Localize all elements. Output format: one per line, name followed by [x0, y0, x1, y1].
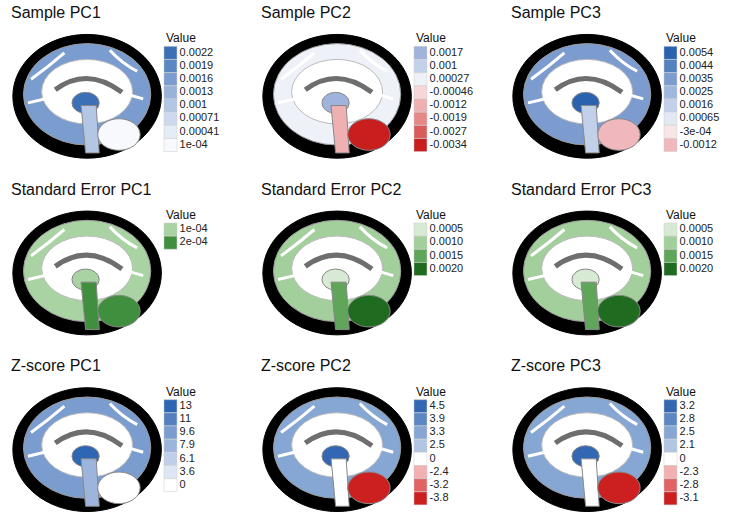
svg-text:-0.0019: -0.0019 [430, 111, 467, 123]
svg-text:2.5: 2.5 [430, 438, 445, 450]
svg-text:6.1: 6.1 [180, 452, 195, 464]
svg-text:0.001: 0.001 [180, 98, 208, 110]
svg-text:0.00041: 0.00041 [180, 125, 220, 137]
svg-text:0.0013: 0.0013 [180, 85, 214, 97]
svg-text:0.0010: 0.0010 [430, 235, 464, 247]
svg-text:Value: Value [416, 385, 446, 399]
svg-text:Z-score PC2: Z-score PC2 [261, 357, 351, 374]
svg-text:0.00065: 0.00065 [680, 111, 720, 123]
svg-text:0.0017: 0.0017 [430, 46, 464, 58]
svg-text:0.0016: 0.0016 [680, 98, 714, 110]
svg-text:0.0025: 0.0025 [680, 85, 714, 97]
svg-text:4.5: 4.5 [430, 399, 445, 411]
svg-text:3.3: 3.3 [430, 425, 445, 437]
svg-text:Standard Error PC3: Standard Error PC3 [511, 181, 652, 198]
svg-text:Value: Value [416, 208, 446, 222]
svg-text:Standard Error PC1: Standard Error PC1 [11, 181, 152, 198]
svg-text:0.0016: 0.0016 [180, 72, 214, 84]
svg-text:Z-score PC3: Z-score PC3 [511, 357, 601, 374]
svg-text:0.0020: 0.0020 [680, 262, 714, 274]
svg-text:9.6: 9.6 [180, 425, 195, 437]
svg-text:2.5: 2.5 [680, 425, 695, 437]
svg-text:Sample PC3: Sample PC3 [511, 4, 601, 21]
svg-text:Value: Value [416, 31, 446, 45]
svg-text:-2.3: -2.3 [680, 465, 699, 477]
svg-text:3.6: 3.6 [180, 465, 195, 477]
svg-text:-0.0012: -0.0012 [430, 98, 467, 110]
svg-text:Value: Value [166, 385, 196, 399]
svg-text:2.8: 2.8 [680, 412, 695, 424]
svg-text:0: 0 [680, 452, 686, 464]
svg-text:0.0015: 0.0015 [680, 249, 714, 261]
svg-text:0.00071: 0.00071 [180, 111, 220, 123]
svg-text:-3.8: -3.8 [430, 491, 449, 503]
svg-text:0: 0 [430, 452, 436, 464]
svg-text:13: 13 [180, 399, 192, 411]
svg-text:0.0044: 0.0044 [680, 59, 714, 71]
svg-text:0.0010: 0.0010 [680, 235, 714, 247]
svg-text:1e-04: 1e-04 [180, 138, 208, 150]
svg-text:Standard Error PC2: Standard Error PC2 [261, 181, 402, 198]
svg-text:Value: Value [666, 208, 696, 222]
svg-text:0.0019: 0.0019 [180, 59, 214, 71]
svg-text:3.9: 3.9 [430, 412, 445, 424]
svg-text:Value: Value [166, 31, 196, 45]
svg-text:-0.0012: -0.0012 [680, 138, 717, 150]
svg-text:0.0054: 0.0054 [680, 46, 714, 58]
svg-text:Sample PC2: Sample PC2 [261, 4, 351, 21]
svg-text:0.0020: 0.0020 [430, 262, 464, 274]
svg-text:2e-04: 2e-04 [180, 235, 208, 247]
svg-text:7.9: 7.9 [180, 438, 195, 450]
svg-text:-3.2: -3.2 [430, 478, 449, 490]
svg-text:0.0035: 0.0035 [680, 72, 714, 84]
svg-text:-3e-04: -3e-04 [680, 125, 712, 137]
svg-text:Z-score PC1: Z-score PC1 [11, 357, 101, 374]
svg-text:-0.00046: -0.00046 [430, 85, 473, 97]
svg-text:0.0005: 0.0005 [430, 222, 464, 234]
svg-text:-0.0027: -0.0027 [430, 125, 467, 137]
svg-text:0.001: 0.001 [430, 59, 458, 71]
svg-text:Value: Value [666, 31, 696, 45]
svg-text:2.1: 2.1 [680, 438, 695, 450]
svg-text:0: 0 [180, 478, 186, 490]
svg-text:0.0005: 0.0005 [680, 222, 714, 234]
svg-text:-2.8: -2.8 [680, 478, 699, 490]
svg-text:Value: Value [666, 385, 696, 399]
svg-text:11: 11 [180, 412, 191, 424]
svg-text:-3.1: -3.1 [680, 491, 699, 503]
svg-text:0.0015: 0.0015 [430, 249, 464, 261]
svg-text:3.2: 3.2 [680, 399, 695, 411]
svg-text:0.00027: 0.00027 [430, 72, 470, 84]
svg-text:-0.0034: -0.0034 [430, 138, 467, 150]
svg-text:1e-04: 1e-04 [180, 222, 208, 234]
svg-text:0.0022: 0.0022 [180, 46, 214, 58]
svg-text:-2.4: -2.4 [430, 465, 449, 477]
svg-text:Value: Value [166, 208, 196, 222]
svg-text:Sample PC1: Sample PC1 [11, 4, 101, 21]
